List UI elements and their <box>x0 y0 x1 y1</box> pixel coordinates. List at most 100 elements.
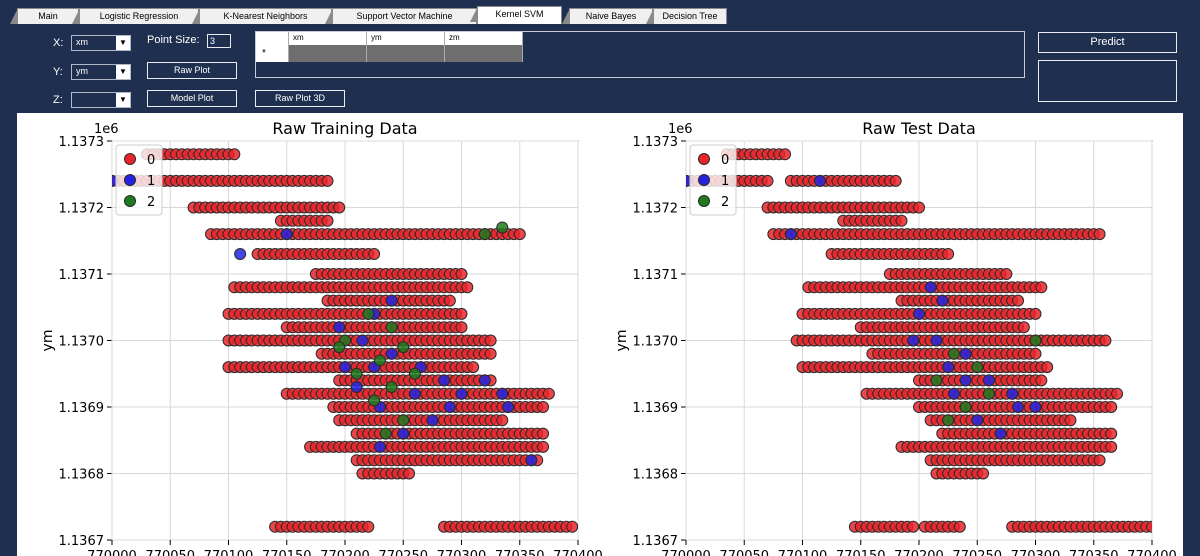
chart0-xtick-label: 770400 <box>553 549 603 556</box>
grid-header-ym[interactable]: ym <box>367 32 445 45</box>
chart0-legend-label: 1 <box>147 174 155 189</box>
chart0-point-class-0 <box>403 467 416 480</box>
chart0-point-class-0 <box>112 179 113 183</box>
chevron-down-icon[interactable]: ▼ <box>116 93 130 107</box>
chart1-point-class-0 <box>1146 520 1152 533</box>
chart1-point-class-2 <box>942 414 955 427</box>
chart0-point-class-2 <box>350 367 363 380</box>
chart0-point-class-2 <box>397 414 410 427</box>
chart1-point-class-1 <box>936 294 949 307</box>
chart1-point-class-1 <box>994 427 1007 440</box>
chart1-point-class-1 <box>1006 387 1019 400</box>
tab-bar: Main Logistic Regression K-Nearest Neigh… <box>0 0 1200 24</box>
chart0-point-class-1 <box>502 401 515 413</box>
chart0-point-class-0 <box>455 268 468 280</box>
chart0-point-class-1 <box>385 347 398 360</box>
chart1-xtick-label: 770150 <box>836 549 886 556</box>
x-axis-value: xm <box>76 37 88 47</box>
chart0-ytick-label: 1.1370 <box>59 335 105 350</box>
grid-cell-xm[interactable] <box>289 45 367 62</box>
chart0-point-class-1 <box>397 427 410 440</box>
chart1-point-class-2 <box>971 361 984 374</box>
predict-button[interactable]: Predict <box>1038 32 1177 53</box>
tab-kernel-svm[interactable]: Kernel SVM <box>470 6 562 24</box>
chart0-point-class-1 <box>478 374 491 387</box>
raw-plot-button[interactable]: Raw Plot <box>147 62 237 79</box>
chart1-point-class-1 <box>959 347 972 360</box>
tab-logistic-regression[interactable]: Logistic Regression <box>72 8 199 24</box>
chart0-point-class-1 <box>385 294 398 307</box>
chevron-down-icon[interactable]: ▼ <box>116 65 130 79</box>
chart1-ylabel: ym <box>614 330 630 352</box>
chart0-xtick-label: 770050 <box>145 549 195 556</box>
grid-cell-ym[interactable] <box>367 45 445 62</box>
tab-support-vector-machine[interactable]: Support Vector Machine <box>325 8 477 24</box>
chart1-markers <box>686 148 1152 533</box>
chart1-point-class-0 <box>953 520 966 533</box>
chart1-ytick-label: 1.1368 <box>633 468 679 483</box>
chart1-ytick-label: 1.1370 <box>633 335 679 350</box>
chart1-point-class-1 <box>942 361 955 374</box>
tab-decision-tree[interactable]: Decision Tree <box>646 8 727 24</box>
chart1-point-class-0 <box>889 174 902 187</box>
chart1-point-class-0 <box>1029 347 1042 360</box>
chart0-point-class-0 <box>537 401 550 413</box>
chart1-xtick-label: 770200 <box>894 549 944 556</box>
chart1-point-class-0 <box>913 201 925 214</box>
tab-naive-bayes[interactable]: Naive Bayes <box>562 8 653 24</box>
chart0-markers <box>112 148 578 533</box>
model-plot-button[interactable]: Model Plot <box>147 90 237 107</box>
chart1-point-class-1 <box>907 334 920 347</box>
grid-corner <box>256 32 289 45</box>
chart1-point-class-0 <box>1064 414 1077 427</box>
tab-k-nearest-neighbors[interactable]: K-Nearest Neighbors <box>192 8 332 24</box>
chart0-ytick-label: 1.1372 <box>59 202 105 217</box>
chart1-point-class-0 <box>1041 361 1054 374</box>
z-axis-select[interactable]: ▼ <box>71 92 131 108</box>
chart0-ytick-label: 1.1367 <box>59 534 105 549</box>
chart1-point-class-0 <box>1000 268 1013 280</box>
chart1-point-class-1 <box>971 414 984 427</box>
chart0-point-class-2 <box>397 341 410 354</box>
point-size-input[interactable]: 3 <box>207 34 231 48</box>
chart1-ytick-label: 1.1367 <box>633 534 679 549</box>
x-axis-select[interactable]: xm ▼ <box>71 35 131 51</box>
chart0-point-class-0 <box>467 361 480 374</box>
chart1-point-class-2 <box>930 374 943 387</box>
chart0-point-class-2 <box>385 381 398 394</box>
chart1-legend-label: 1 <box>721 174 729 189</box>
chart0-point-class-0 <box>461 281 474 294</box>
chart0-xtick-label: 770100 <box>204 549 254 556</box>
chart0-legend-label: 2 <box>147 195 155 210</box>
chart0-point-class-1 <box>426 414 439 427</box>
chart0-ytick-label: 1.1368 <box>59 468 105 483</box>
chart1-xtick-label: 770250 <box>952 549 1002 556</box>
chart1-title: Raw Test Data <box>862 119 976 138</box>
tab-main[interactable]: Main <box>10 8 79 24</box>
chart0-point-class-0 <box>496 414 509 427</box>
chart0-point-class-2 <box>478 228 491 241</box>
grid-cell-zm[interactable] <box>445 45 523 62</box>
chart1-point-class-0 <box>1035 281 1048 294</box>
chart0-point-class-1 <box>525 454 538 467</box>
chart1-point-class-0 <box>1017 321 1030 334</box>
chart1-point-class-1 <box>784 228 797 241</box>
chart1-xtick-label: 770100 <box>778 549 828 556</box>
chart1-xtick-label: 770300 <box>1011 549 1061 556</box>
chart1-legend-marker-2 <box>698 195 710 207</box>
chart1-point-class-2 <box>982 387 995 400</box>
grid-header-xm[interactable]: xm <box>289 32 367 45</box>
chart1-legend-label: 2 <box>721 195 729 210</box>
z-axis-label: Z: <box>53 94 63 106</box>
chart0-point-class-0 <box>542 387 555 400</box>
y-axis-select[interactable]: ym ▼ <box>71 64 131 80</box>
chart1-point-class-0 <box>1035 374 1048 387</box>
chart1-point-class-0 <box>942 248 955 261</box>
chart0-point-class-0 <box>455 321 468 334</box>
chart0-point-class-0 <box>537 427 550 440</box>
chart0-point-class-1 <box>350 381 363 394</box>
raw-plot-3d-button[interactable]: Raw Plot 3D <box>255 90 345 107</box>
grid-header-zm[interactable]: zm <box>445 32 523 45</box>
chart1-xtick-label: 770350 <box>1069 549 1119 556</box>
chevron-down-icon[interactable]: ▼ <box>116 36 130 50</box>
